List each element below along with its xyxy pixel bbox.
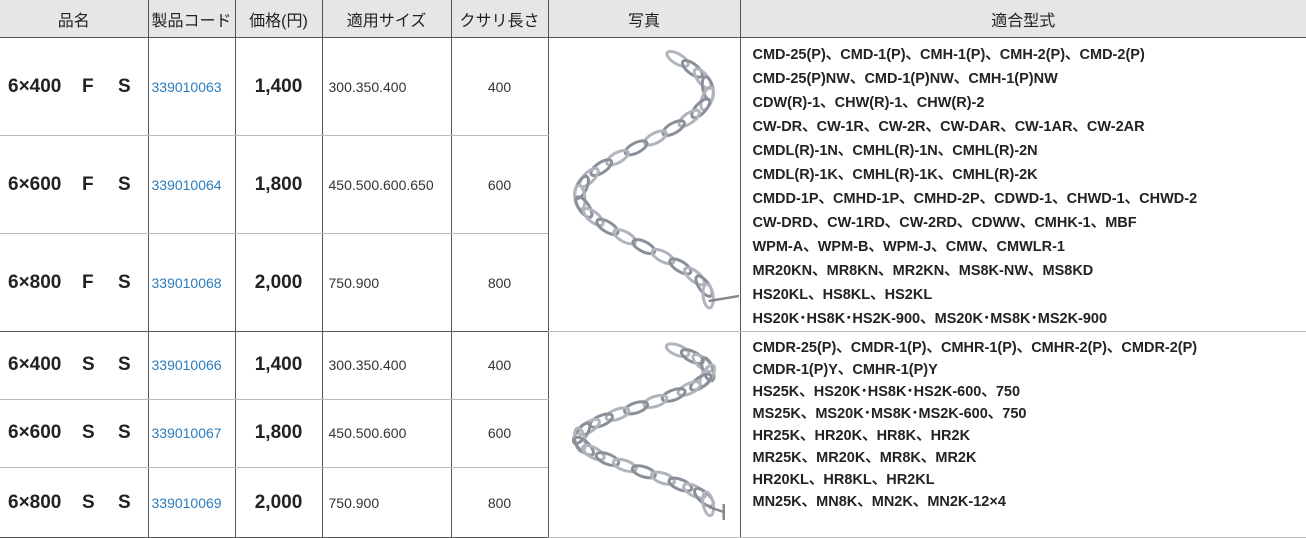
chain-length: 800 [451, 468, 548, 538]
name-part: S [118, 174, 138, 196]
size: 450.500.600 [322, 399, 451, 468]
name-part: 6×800 [8, 272, 82, 294]
model-line: CMDD-1P、CMHD-1P、CMHD-2P、CDWD-1、CHWD-1、CH… [753, 187, 1306, 211]
product-code: 339010063 [148, 38, 235, 136]
name-part: 6×400 [8, 76, 82, 98]
name-part: S [82, 422, 118, 444]
chain-length: 400 [451, 332, 548, 400]
model-line: WPM-A、WPM-B、WPM-J、CMW、CMWLR-1 [753, 235, 1306, 259]
photo-cell [548, 38, 740, 332]
chain-photo [549, 332, 739, 532]
model-line: CDW(R)-1、CHW(R)-1、CHW(R)-2 [753, 91, 1306, 115]
name-part: 6×600 [8, 174, 82, 196]
model-line: CMDL(R)-1K、CMHL(R)-1K、CMHL(R)-2K [753, 163, 1306, 187]
product-code: 339010067 [148, 399, 235, 468]
model-line: HR20KL、HR8KL、HR2KL [753, 469, 1306, 491]
name-part: S [118, 422, 138, 444]
price: 1,400 [235, 332, 322, 400]
name-part: S [118, 272, 138, 294]
header-cell: 品名 [0, 0, 148, 38]
product-code: 339010069 [148, 468, 235, 538]
header-row: 品名製品コード価格(円)適用サイズクサリ長さ写真適合型式 [0, 0, 1306, 38]
name-part: S [118, 76, 138, 98]
model-line: HR25K、HR20K、HR8K、HR2K [753, 425, 1306, 447]
header-cell: 写真 [548, 0, 740, 38]
price: 2,000 [235, 468, 322, 538]
name-part: 6×600 [8, 422, 82, 444]
header-cell: 適用サイズ [322, 0, 451, 38]
price: 2,000 [235, 234, 322, 332]
name-part: F [82, 76, 118, 98]
size: 450.500.600.650 [322, 136, 451, 234]
model-line: CMDL(R)-1N、CMHL(R)-1N、CMHL(R)-2N [753, 139, 1306, 163]
name-part: 6×400 [8, 354, 82, 376]
name-part: S [82, 492, 118, 514]
name-part: S [118, 354, 138, 376]
model-line: CMD-25(P)、CMD-1(P)、CMH-1(P)、CMH-2(P)、CMD… [753, 43, 1306, 67]
size: 300.350.400 [322, 38, 451, 136]
size: 750.900 [322, 234, 451, 332]
model-line: MR20KN、MR8KN、MR2KN、MS8K-NW、MS8KD [753, 259, 1306, 283]
name-part: F [82, 174, 118, 196]
model-line: CMDR-25(P)、CMDR-1(P)、CMHR-1(P)、CMHR-2(P)… [753, 337, 1306, 359]
header-cell: 価格(円) [235, 0, 322, 38]
price: 1,400 [235, 38, 322, 136]
price: 1,800 [235, 399, 322, 468]
model-line: CMDR-1(P)Y、CMHR-1(P)Y [753, 359, 1306, 381]
product-code: 339010068 [148, 234, 235, 332]
size: 750.900 [322, 468, 451, 538]
model-line: MN25K、MN8K、MN2K、MN2K-12×4 [753, 491, 1306, 513]
models-cell: CMDR-25(P)、CMDR-1(P)、CMHR-1(P)、CMHR-2(P)… [740, 332, 1306, 538]
chain-length: 600 [451, 399, 548, 468]
name-part: 6×800 [8, 492, 82, 514]
chain-length: 400 [451, 38, 548, 136]
model-line: CMD-25(P)NW、CMD-1(P)NW、CMH-1(P)NW [753, 67, 1306, 91]
name-part: S [82, 354, 118, 376]
model-line: MR25K、MR20K、MR8K、MR2K [753, 447, 1306, 469]
model-line: MS25K、MS20K･MS8K･MS2K-600、750 [753, 403, 1306, 425]
product-code: 339010064 [148, 136, 235, 234]
model-line: HS20KL、HS8KL、HS2KL [753, 283, 1306, 307]
header-cell: クサリ長さ [451, 0, 548, 38]
models-cell: CMD-25(P)、CMD-1(P)、CMH-1(P)、CMH-2(P)、CMD… [740, 38, 1306, 332]
model-line: CW-DR、CW-1R、CW-2R、CW-DAR、CW-1AR、CW-2AR [753, 115, 1306, 139]
photo-cell [548, 332, 740, 538]
header-cell: 製品コード [148, 0, 235, 38]
header-cell: 適合型式 [740, 0, 1306, 38]
price: 1,800 [235, 136, 322, 234]
product-code: 339010066 [148, 332, 235, 400]
size: 300.350.400 [322, 332, 451, 400]
model-line: CW-DRD、CW-1RD、CW-2RD、CDWW、CMHK-1、MBF [753, 211, 1306, 235]
chain-photo [549, 39, 739, 326]
chain-length: 600 [451, 136, 548, 234]
model-line: HS25K、HS20K･HS8K･HS2K-600、750 [753, 381, 1306, 403]
model-line: HS20K･HS8K･HS2K-900、MS20K･MS8K･MS2K-900 [753, 307, 1306, 331]
name-part: F [82, 272, 118, 294]
chain-length: 800 [451, 234, 548, 332]
name-part: S [118, 492, 138, 514]
